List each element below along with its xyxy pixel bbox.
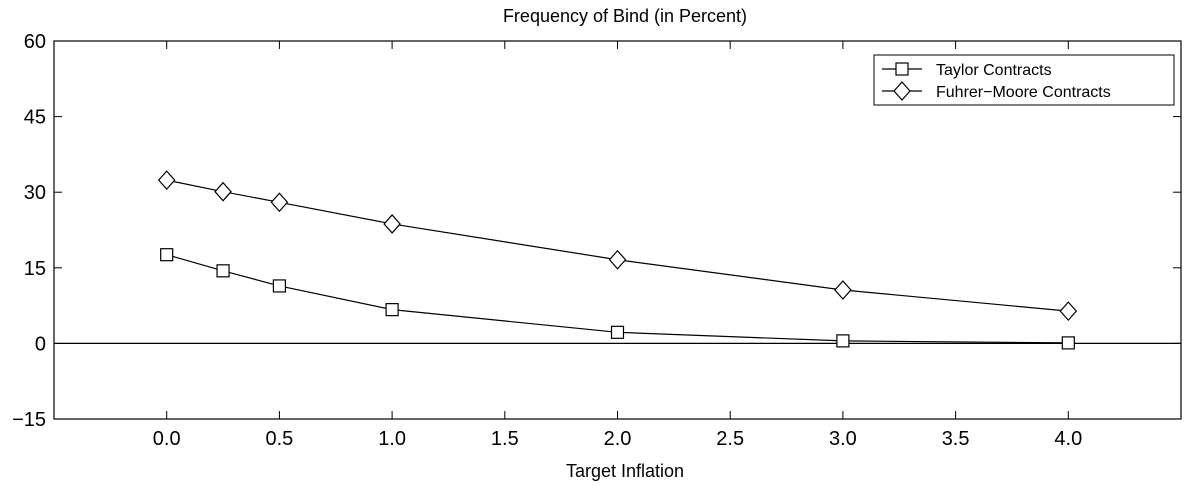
- x-tick-label: 3.5: [942, 428, 970, 450]
- legend-box: [873, 54, 1175, 106]
- y-tick-label: 15: [24, 258, 46, 280]
- data-point-square: [385, 303, 399, 317]
- data-point-diamond: [1059, 301, 1078, 322]
- y-tick-label: −15: [12, 409, 46, 431]
- data-point-square: [610, 325, 625, 339]
- legend-label: Taylor Contracts: [936, 62, 1052, 79]
- data-point-diamond: [834, 280, 852, 300]
- x-tick-label: 2.0: [604, 428, 632, 450]
- x-tick-label: 1.5: [491, 428, 519, 450]
- chart-title: Frequency of Bind (in Percent): [503, 6, 747, 26]
- x-tick-label: 1.0: [378, 428, 406, 450]
- y-tick-label: 60: [24, 31, 46, 53]
- legend-marker-square: [895, 62, 909, 76]
- data-point-diamond: [214, 181, 232, 202]
- x-tick-label: 2.5: [716, 428, 744, 450]
- x-tick-label: 0.5: [265, 428, 293, 450]
- y-tick-label: 30: [24, 182, 46, 204]
- data-point-diamond: [608, 249, 627, 270]
- data-point-diamond: [270, 192, 289, 213]
- y-tick-label: 45: [24, 107, 46, 129]
- data-point-square: [1061, 336, 1075, 350]
- data-point-square: [272, 279, 286, 293]
- x-axis-label: Target Inflation: [566, 461, 684, 481]
- data-point-diamond: [157, 170, 176, 191]
- data-point-diamond: [383, 214, 401, 234]
- x-tick-label: 3.0: [829, 428, 857, 450]
- x-tick-label: 4.0: [1054, 428, 1082, 450]
- plot-area: −15 0 15 30 45 60 0.0 0.5 1.0 1.5 2.0 2.5 3.0 3.5 4.0 T…: [12, 31, 1182, 450]
- data-point-square: [216, 264, 230, 278]
- data-point-square: [160, 248, 174, 262]
- series-line-diamond: [166, 179, 1069, 312]
- y-tick-label: 0: [35, 333, 46, 355]
- legend-marker-diamond: [893, 81, 911, 101]
- x-tick-label: 0.0: [153, 428, 181, 450]
- legend-label: Fuhrer−Moore Contracts: [936, 84, 1111, 101]
- data-point-square: [836, 334, 850, 348]
